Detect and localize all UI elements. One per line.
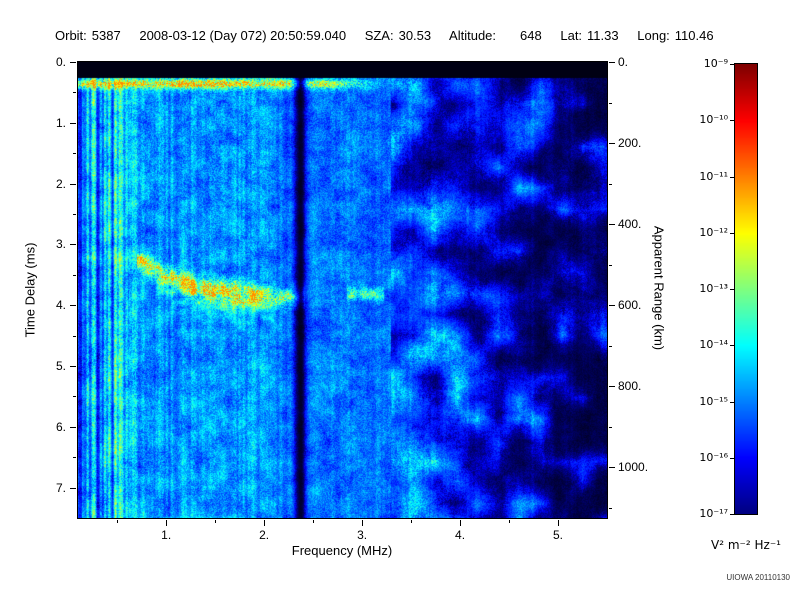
orbit-label: Orbit: — [55, 28, 87, 43]
long-label: Long: — [637, 28, 670, 43]
colorbar-tick-label: 10⁻¹⁵ — [699, 394, 728, 408]
x-tick — [264, 520, 266, 526]
x-minor-tick — [509, 520, 511, 523]
spectrogram-canvas — [78, 62, 607, 518]
sza-value: 30.53 — [398, 28, 432, 43]
altitude-value: 648 — [520, 28, 542, 43]
y-tick — [70, 244, 76, 246]
orbit-value: 5387 — [91, 28, 121, 43]
colorbar-canvas — [735, 64, 757, 514]
colorbar-tick-label: 10⁻¹⁰ — [699, 113, 728, 127]
x-minor-tick — [215, 520, 217, 523]
y-tick — [70, 426, 76, 428]
colorbar-tick-label: 10⁻¹¹ — [699, 169, 728, 183]
x-tick-label: 3. — [357, 528, 368, 542]
y-minor-tick — [73, 153, 76, 155]
y2-axis-title: Apparent Range (km) — [651, 225, 667, 351]
y2-tick — [609, 467, 615, 469]
colorbar-tick-label: 10⁻⁹ — [703, 57, 728, 70]
y2-tick — [609, 62, 615, 63]
orbit-field: Orbit: 5387 — [55, 28, 121, 43]
y2-tick-label: 800. — [618, 379, 642, 394]
header-info: Orbit: 5387 2008-03-12 (Day 072) 20:50:59… — [55, 28, 729, 43]
y2-minor-tick — [609, 264, 612, 266]
colorbar-tick-label: 10⁻¹⁶ — [699, 450, 728, 464]
altitude-field: Altitude: 648 — [449, 28, 542, 43]
colorbar-tick-label: 10⁻¹⁴ — [699, 338, 728, 352]
x-minor-tick — [313, 520, 315, 523]
altitude-label: Altitude: — [449, 28, 497, 43]
colorbar-tick-label: 10⁻¹³ — [699, 282, 728, 295]
x-tick-label: 5. — [553, 528, 564, 542]
y-tick-label: 0. — [55, 55, 66, 69]
x-tick-label: 4. — [455, 528, 466, 542]
y2-minor-tick — [609, 426, 612, 428]
x-tick — [558, 520, 560, 526]
y-tick-label: 6. — [55, 419, 66, 434]
y-tick — [70, 305, 76, 307]
x-tick-label: 1. — [161, 528, 172, 542]
y-tick-label: 2. — [55, 176, 66, 191]
colorbar-tick-label: 10⁻¹² — [699, 225, 728, 239]
long-value: 110.46 — [674, 28, 714, 43]
x-tick — [460, 520, 462, 526]
long-field: Long: 110.46 — [637, 28, 713, 43]
colorbar-tick-label: 10⁻¹⁷ — [699, 507, 728, 520]
y-minor-tick — [73, 274, 76, 276]
plot-frame — [77, 61, 608, 519]
y-minor-tick — [73, 92, 76, 94]
y2-tick — [609, 143, 615, 145]
y2-minor-tick — [609, 507, 612, 509]
y-tick-label: 1. — [55, 115, 66, 130]
lat-label: Lat: — [560, 28, 583, 43]
y-minor-tick — [73, 335, 76, 337]
y2-tick — [609, 224, 615, 226]
y2-minor-tick — [609, 102, 612, 104]
credit-text: UIOWA 20110130 — [726, 573, 790, 582]
lat-value: 11.33 — [587, 28, 619, 43]
y2-tick-label: 400. — [618, 217, 642, 232]
y-minor-tick — [73, 214, 76, 215]
datetime-field: 2008-03-12 (Day 072) 20:50:59.040 — [139, 28, 346, 43]
y-tick-label: 7. — [55, 480, 66, 495]
x-axis-title: Frequency (MHz) — [291, 543, 393, 558]
y2-tick-label: 200. — [618, 136, 642, 151]
sza-label: SZA: — [364, 28, 394, 43]
y2-tick — [609, 305, 615, 307]
y2-tick-label: 1000. — [618, 460, 649, 475]
y-tick — [70, 183, 76, 185]
y-minor-tick — [73, 457, 76, 459]
y2-tick — [609, 386, 615, 388]
colorbar-unit-label: V² m⁻² Hz⁻¹ — [711, 538, 781, 552]
x-minor-tick — [117, 520, 119, 523]
datetime-value: 2008-03-12 (Day 072) 20:50:59.040 — [139, 28, 347, 43]
y-tick — [70, 366, 76, 367]
y-minor-tick — [73, 396, 76, 398]
x-tick-label: 2. — [259, 528, 270, 542]
y-tick-label: 5. — [55, 359, 66, 373]
y2-minor-tick — [609, 183, 612, 185]
x-tick — [166, 520, 168, 526]
lat-field: Lat: 11.33 — [560, 28, 618, 43]
y-tick — [70, 487, 76, 489]
y-axis-title: Time Delay (ms) — [22, 242, 38, 338]
y-tick — [70, 122, 76, 124]
x-tick — [362, 520, 364, 526]
x-minor-tick — [411, 520, 413, 523]
y2-minor-tick — [609, 345, 612, 347]
sza-field: SZA: 30.53 — [365, 28, 431, 43]
y2-tick-label: 0. — [618, 55, 629, 69]
y2-tick-label: 600. — [618, 298, 642, 313]
y-tick — [70, 62, 76, 63]
